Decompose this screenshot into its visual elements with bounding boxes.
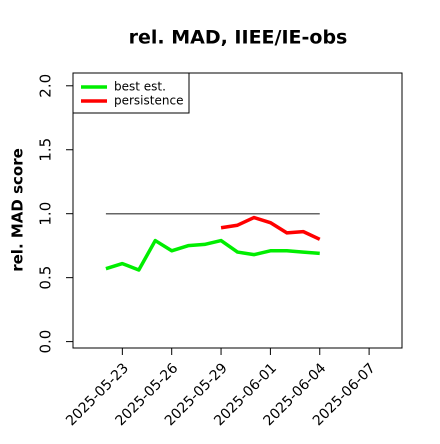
legend-label: persistence [114,94,183,108]
series-line [220,215,321,241]
y-tick-label: 1.0 [37,202,55,226]
series-line [105,238,320,272]
y-axis-label: rel. MAD score [9,148,27,272]
plot-frame [72,72,403,349]
y-tick-label: 1.5 [37,138,55,162]
y-tick-label: 0.5 [37,266,55,290]
legend-box [72,72,190,114]
legend-label: best est. [114,80,166,94]
y-tick-label: 2.0 [37,74,55,98]
y-tick-label: 0.0 [37,330,55,354]
chart-title: rel. MAD, IIEE/IE-obs [129,27,348,49]
